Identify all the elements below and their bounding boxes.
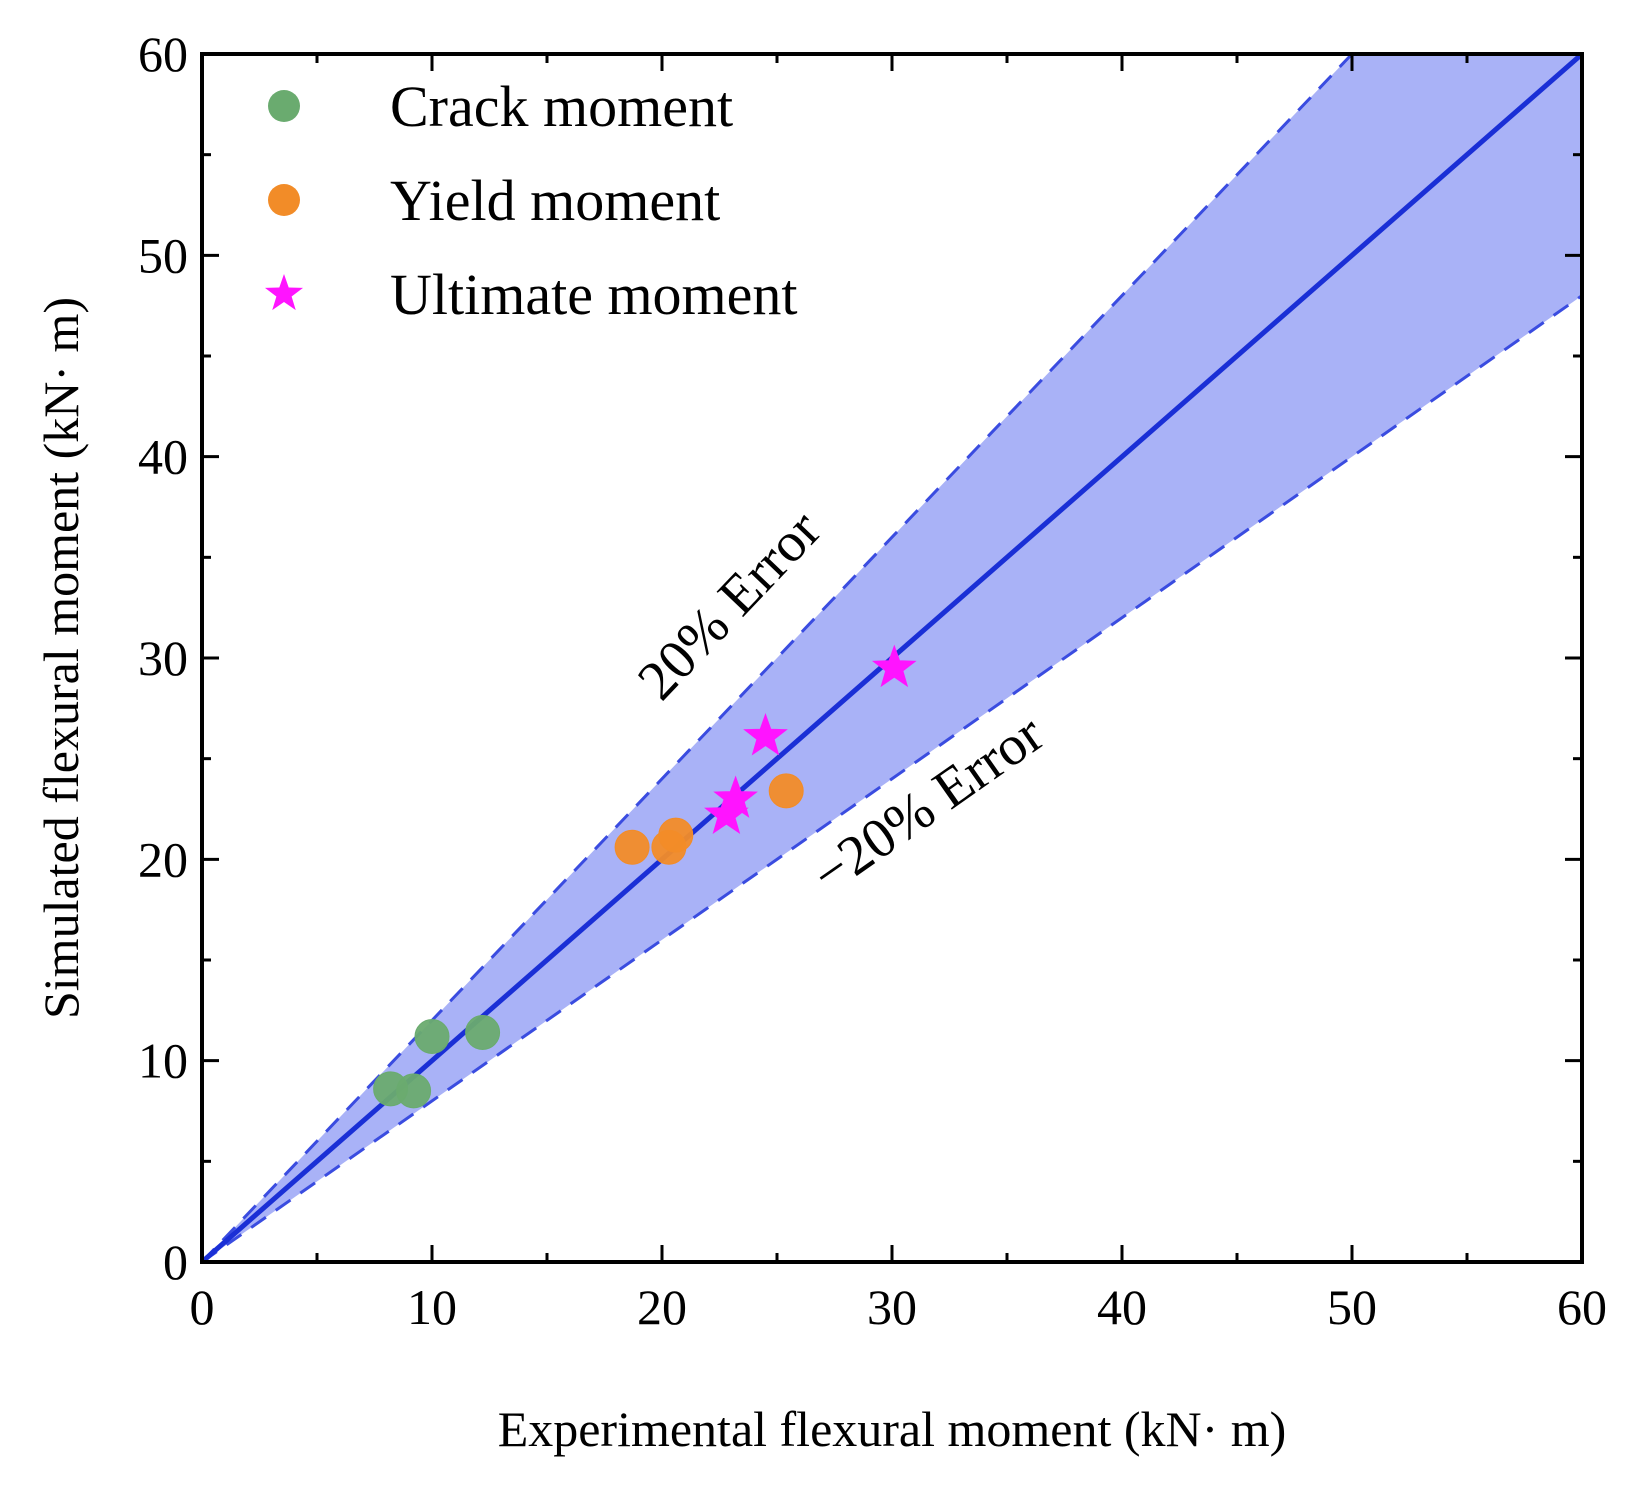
x-axis-label: Experimental flexural moment (kN· m) [498, 1401, 1287, 1457]
x-tick-label: 10 [407, 1279, 457, 1335]
crack-moment-point [465, 1014, 501, 1050]
x-tick-label: 50 [1327, 1279, 1377, 1335]
crack-moment-point [396, 1073, 432, 1109]
y-tick-label: 60 [138, 26, 188, 82]
legend-circle-marker [268, 90, 300, 122]
plot-area [202, 54, 1582, 1262]
y-tick-label: 40 [138, 429, 188, 485]
legend-label: Ultimate moment [390, 262, 798, 327]
yield-moment-point [614, 829, 650, 865]
legend-label: Yield moment [390, 168, 720, 233]
y-tick-label: 50 [138, 227, 188, 283]
ultimate-moment-point [713, 775, 758, 818]
data-points [373, 644, 917, 1109]
yield-moment-point [768, 773, 804, 809]
legend-label: Crack moment [390, 74, 733, 139]
y-tick-label: 10 [138, 1033, 188, 1089]
lower-error-line [202, 294, 1582, 1262]
yield-moment-point [658, 817, 694, 853]
crack-moment-point [414, 1019, 450, 1055]
x-tick-label: 0 [190, 1279, 215, 1335]
y-tick-label: 30 [138, 630, 188, 686]
y-tick-label: 0 [163, 1234, 188, 1290]
ultimate-moment-point [743, 713, 788, 756]
x-tick-label: 60 [1557, 1279, 1607, 1335]
y-tick-label: 20 [138, 831, 188, 887]
ultimate-moment-point [871, 644, 917, 688]
axis-ticks: 0 10 20 30 40 50 60 0 10 20 30 40 50 60 [138, 26, 1607, 1335]
y-axis-label: Simulated flexural moment (kN· m) [33, 297, 89, 1019]
legend-circle-marker [268, 184, 300, 216]
x-tick-label: 30 [867, 1279, 917, 1335]
legend: Crack moment Yield moment Ultimate moment [264, 74, 798, 327]
legend-star-marker [264, 274, 304, 311]
x-tick-label: 20 [637, 1279, 687, 1335]
x-tick-label: 40 [1097, 1279, 1147, 1335]
